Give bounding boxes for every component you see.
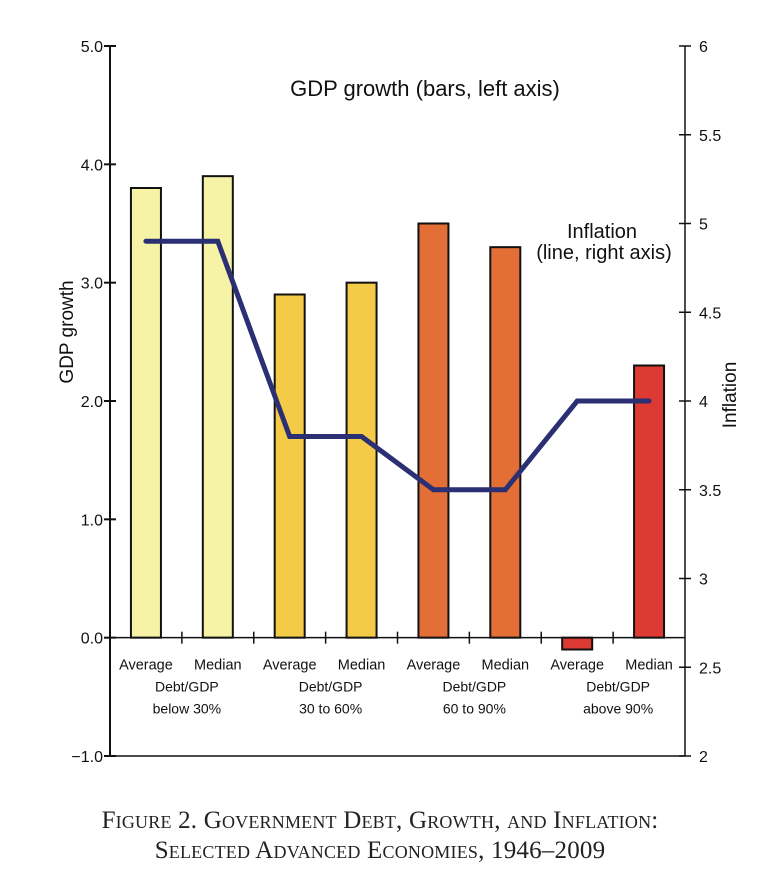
left-tick-label: 1.0: [81, 512, 103, 529]
bar-7: [561, 636, 594, 651]
right-tick-label: 5: [699, 217, 708, 234]
right-tick-label: 4.5: [699, 305, 721, 322]
right-ticks: 6 5.5 5 4.5 4 3.5 3 2.5 2: [679, 39, 721, 766]
right-tick-label: 3.5: [699, 483, 721, 500]
right-tick-label: 2: [699, 749, 708, 766]
x-group-label-line1: Debt/GDP: [586, 679, 650, 695]
right-tick-label: 2.5: [699, 660, 721, 677]
x-group-label-line2: 30 to 60%: [299, 701, 362, 717]
y-axis-label: GDP growth: [57, 280, 78, 383]
bar-5: [417, 222, 450, 639]
left-ticks: 5.0 4.0 3.0 2.0 1.0 0.0 −1.0: [71, 39, 116, 766]
right-tick-label: 6: [699, 39, 708, 56]
x-category-label: Median: [482, 658, 530, 674]
bars-layer: [129, 175, 666, 651]
x-group-label-line1: Debt/GDP: [155, 679, 219, 695]
figure-caption-line2: Selected Advanced Economies, 1946–2009: [154, 837, 606, 864]
right-tick-label: 5.5: [699, 128, 721, 145]
x-group-label-line1: Debt/GDP: [299, 679, 363, 695]
left-tick-label: 0.0: [81, 631, 103, 648]
x-ticks: [181, 631, 614, 644]
x-category-label: Median: [625, 658, 673, 674]
line-annotation-line2: (line, right axis): [536, 242, 672, 264]
x-group-label-line2: below 30%: [153, 701, 222, 717]
x-group-label-line2: 60 to 90%: [443, 701, 506, 717]
left-tick-label: 5.0: [81, 39, 103, 56]
left-tick-label: 3.0: [81, 276, 103, 293]
bar-1: [129, 187, 162, 639]
x-category-label: Average: [550, 658, 604, 674]
x-category-label: Average: [119, 658, 173, 674]
x-group-label-line1: Debt/GDP: [442, 679, 506, 695]
x-category-label: Median: [194, 658, 242, 674]
right-tick-label: 3: [699, 572, 708, 589]
bar-4: [345, 281, 378, 639]
x-category-label: Average: [407, 658, 461, 674]
bars-annotation: GDP growth (bars, left axis): [290, 76, 560, 101]
chart: 5.0 4.0 3.0 2.0 1.0 0.0 −1.0 6 5.5 5 4.5 4 3.5 3 2.5 2…: [57, 39, 741, 766]
y2-axis-label: Inflation: [720, 362, 741, 429]
line-annotation-line1: Inflation: [567, 221, 637, 243]
left-tick-label: 2.0: [81, 394, 103, 411]
x-group-label-line2: above 90%: [583, 701, 653, 717]
x-labels: Average Median Average Median Average Median A…: [119, 658, 673, 717]
left-tick-label: −1.0: [71, 749, 103, 766]
bar-3: [273, 293, 306, 639]
bar-6: [489, 246, 522, 639]
x-category-label: Median: [338, 658, 386, 674]
figure-caption-line1: Figure 2. Government Debt, Growth, and I…: [101, 807, 659, 834]
right-tick-label: 4: [699, 394, 708, 411]
bar-8: [633, 364, 666, 639]
inflation-line-layer: [143, 238, 652, 493]
x-category-label: Average: [263, 658, 317, 674]
left-tick-label: 4.0: [81, 157, 103, 174]
inflation-line: [143, 238, 652, 493]
